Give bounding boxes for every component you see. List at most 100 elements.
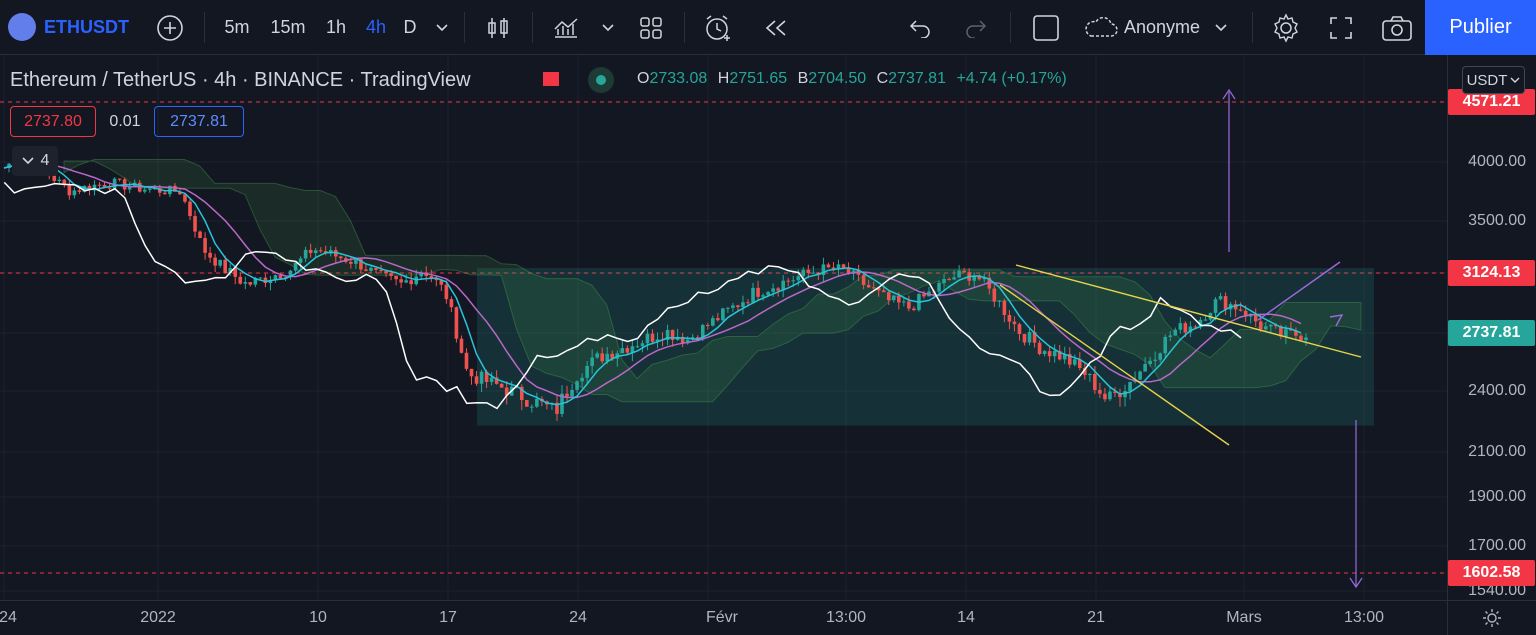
candle-body (1173, 329, 1178, 336)
candle-body (97, 184, 102, 186)
candle-body (1047, 351, 1052, 357)
candle-body (1113, 391, 1117, 393)
layout-name: Anonyme (1124, 17, 1201, 37)
candle-body (339, 256, 343, 259)
candle-body (846, 267, 851, 274)
fullscreen-toggle-button[interactable] (1030, 0, 1062, 55)
axis-settings-button[interactable] (1447, 600, 1536, 635)
candle-body (746, 302, 750, 304)
candle-body (102, 184, 107, 188)
candle-body (655, 339, 660, 342)
candle-body (1188, 326, 1193, 333)
candle-body (183, 194, 187, 202)
candle-body (92, 184, 97, 190)
time-axis-label: 14 (957, 609, 975, 626)
candle-body (876, 288, 881, 291)
candle-body (278, 275, 283, 279)
timeframe-D[interactable]: D (403, 17, 417, 37)
candle-body (907, 301, 911, 309)
candle-body (67, 185, 72, 196)
time-axis[interactable]: 24 2022 10 17 24 Févr 13:00 14 21 Mars 13:00 (0, 600, 1447, 635)
trendline-upper (1015, 264, 1362, 358)
candle-body (972, 275, 977, 281)
candle-body (977, 275, 982, 280)
flag-icon[interactable] (543, 72, 559, 86)
currency-select[interactable]: USDT (1462, 66, 1525, 94)
candle-body (776, 288, 780, 291)
replay-button[interactable] (762, 0, 790, 55)
candle-body (1067, 354, 1072, 365)
candle-body (871, 287, 876, 289)
indicators-dropdown-button[interactable] (599, 0, 617, 55)
time-axis-label: 21 (1087, 609, 1105, 626)
chevron-down-icon (602, 23, 614, 31)
sun-gear-icon (1483, 609, 1501, 627)
price-chart[interactable] (0, 55, 1447, 600)
candle-body (630, 346, 635, 353)
symbol-legend[interactable]: Ethereum / TetherUS · 4h · BINANCE · Tra… (10, 66, 471, 94)
chart-pane[interactable] (0, 55, 1447, 600)
timeframe-5m[interactable]: 5m (224, 17, 250, 37)
indicators-collapse-button[interactable]: 4 (12, 146, 58, 176)
templates-button[interactable] (637, 0, 665, 55)
timeframe-dropdown-button[interactable] (432, 0, 452, 55)
price-axis[interactable]: 4000.00 3500.00 2400.00 2100.00 1900.00 1700.… (1447, 55, 1536, 600)
snapshot-button[interactable] (1380, 0, 1414, 55)
close-label: C (876, 70, 889, 87)
compare-symbol-button[interactable] (154, 0, 186, 55)
layout-menu-button[interactable]: Anonyme (1082, 0, 1242, 55)
price-axis-label: 4000.00 (1468, 153, 1526, 170)
candle-body (881, 290, 886, 293)
alert-button[interactable] (702, 0, 734, 55)
candle-body (1057, 350, 1062, 360)
candle-body (922, 294, 926, 297)
candle-body (605, 353, 610, 362)
timeframe-4h[interactable]: 4h (365, 17, 387, 37)
publish-button[interactable]: Publier (1425, 0, 1536, 55)
candle-body (1289, 329, 1293, 331)
timeframe-1h[interactable]: 1h (325, 17, 347, 37)
candle-body (1108, 391, 1112, 400)
candle-body (459, 338, 464, 353)
candle-body (384, 271, 388, 274)
redo-icon (966, 19, 987, 38)
time-axis-label: 24 (0, 609, 17, 626)
indicators-count: 4 (40, 152, 50, 169)
timeframe-15m[interactable]: 15m (270, 17, 306, 37)
candle-body (409, 280, 413, 285)
camera-icon (1382, 15, 1412, 41)
currency-label: USDT (1466, 71, 1508, 89)
candle-body (263, 277, 268, 284)
chart-type-button[interactable] (484, 0, 512, 55)
candle-body (1017, 324, 1022, 335)
candle-body (891, 295, 896, 301)
candle-body (1042, 351, 1047, 354)
candle-body (570, 389, 574, 397)
time-axis-label: 17 (439, 609, 457, 626)
candle-body (1243, 310, 1248, 317)
candle-body (585, 365, 589, 378)
indicators-button[interactable] (551, 0, 581, 55)
candle-body (178, 191, 182, 195)
candle-body (328, 250, 333, 254)
chevron-down-icon (21, 157, 34, 165)
symbol-search-button[interactable]: ETHUSDT (44, 17, 129, 37)
candle-body (680, 336, 685, 344)
candle-body (163, 192, 167, 195)
sell-price-button[interactable]: 2737.80 (10, 106, 96, 137)
candle-body (117, 178, 122, 180)
candle-body (1128, 381, 1132, 392)
settings-button[interactable] (1270, 0, 1302, 55)
low-label: B (797, 70, 809, 87)
candle-body (308, 249, 313, 254)
candle-body (555, 402, 559, 414)
redo-button[interactable] (962, 0, 990, 55)
undo-button[interactable] (906, 0, 934, 55)
candle-body (379, 269, 383, 272)
price-axis-label: 2400.00 (1468, 382, 1526, 399)
trendline-drawings (999, 88, 1363, 589)
buy-price-button[interactable]: 2737.81 (154, 106, 244, 137)
chevron-down-icon (1510, 77, 1520, 83)
maximize-button[interactable] (1326, 0, 1356, 55)
candle-body (273, 275, 278, 281)
